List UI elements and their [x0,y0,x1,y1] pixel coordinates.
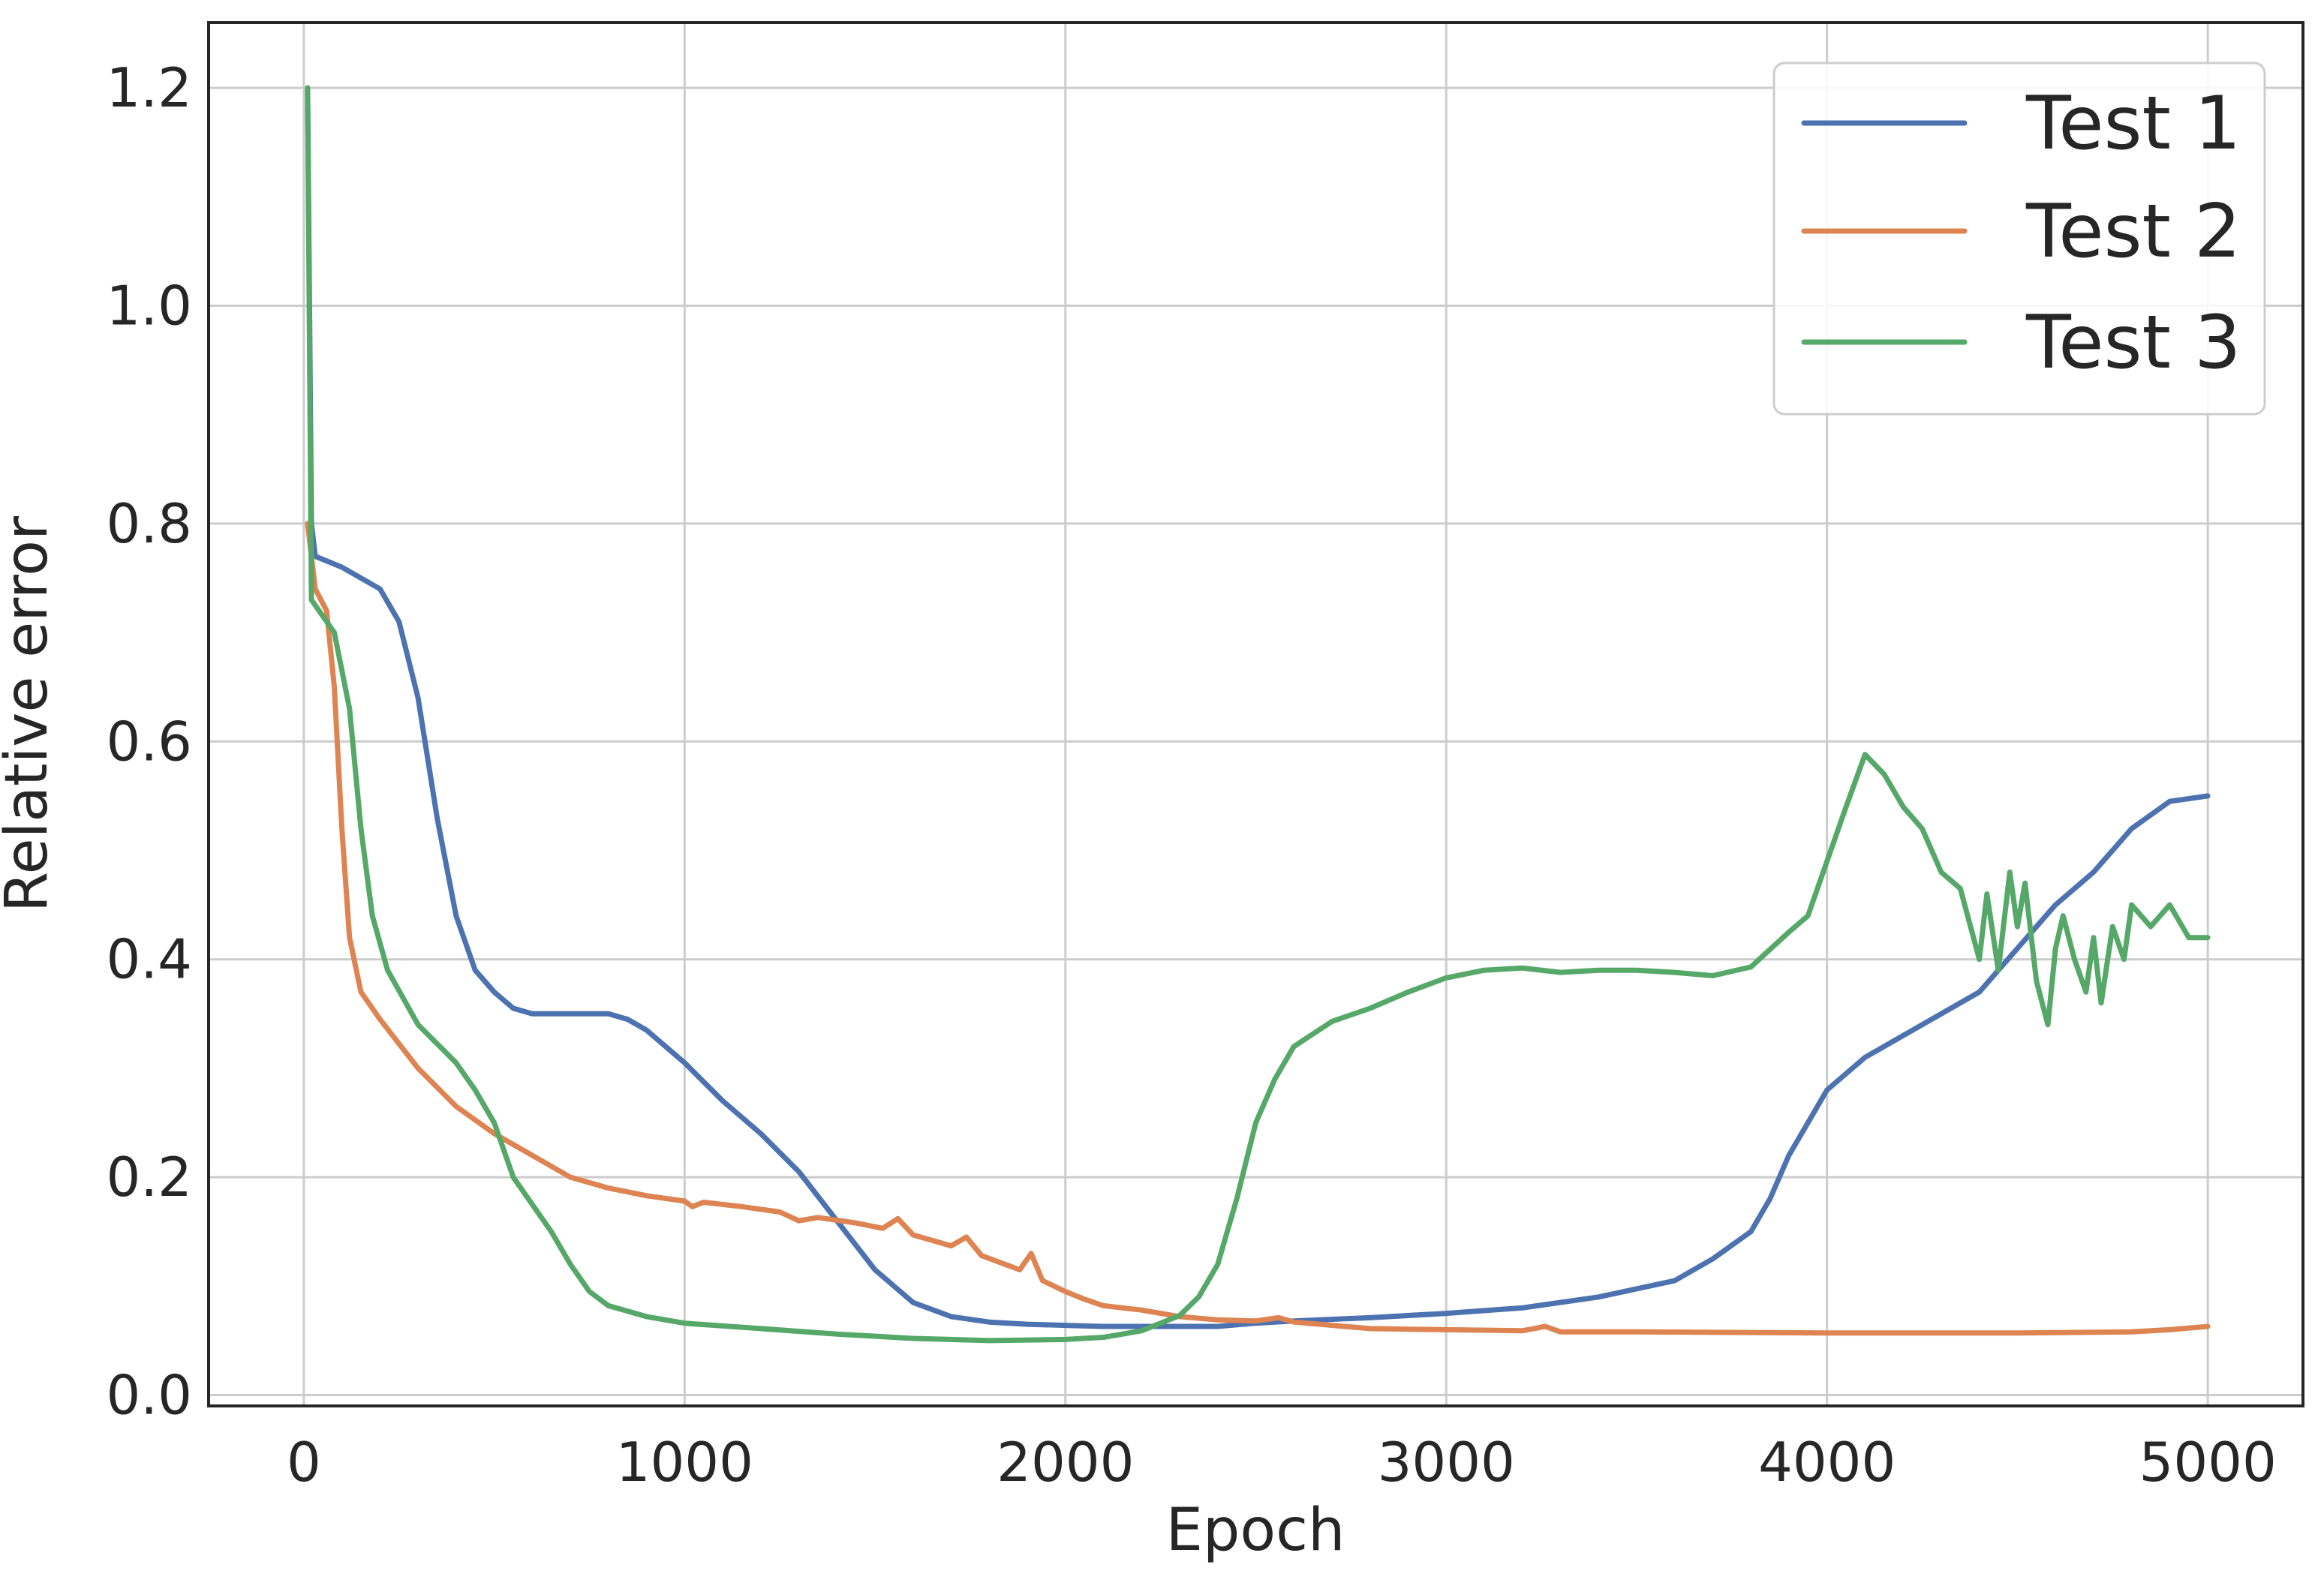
x-tick-label: 2000 [997,1431,1134,1494]
x-tick-label: 3000 [1378,1431,1515,1494]
x-axis-ticks: 0 1000 2000 3000 4000 5000 [287,1431,2277,1494]
series-lines [305,85,2211,1344]
series-line-test-3 [305,85,2211,1344]
y-tick-label: 0.2 [106,1146,192,1209]
y-tick-label: 1.2 [106,56,192,119]
x-axis-label: Epoch [1166,1497,1345,1564]
y-tick-label: 0.6 [106,710,192,773]
x-tick-label: 1000 [616,1431,753,1494]
x-tick-label: 0 [287,1431,321,1494]
legend-label-test-1: Test 1 [2025,81,2241,167]
legend-label-test-3: Test 3 [2025,300,2241,386]
plot-frame [207,21,2304,1407]
legend-label-test-2: Test 2 [2025,189,2241,275]
y-tick-label: 1.0 [106,275,192,338]
y-tick-label: 0.8 [106,492,192,555]
series-line-test-2 [305,521,2211,1336]
y-tick-label: 0.0 [106,1363,192,1426]
y-axis-ticks: 0.0 0.2 0.4 0.6 0.8 1.0 1.2 [106,56,192,1426]
gridlines [209,23,2303,1406]
x-tick-label: 5000 [2139,1431,2277,1494]
series-line-test-1 [305,85,2211,1329]
x-tick-label: 4000 [1758,1431,1896,1494]
y-tick-label: 0.4 [106,928,192,991]
legend: Test 1 Test 2 Test 3 [1772,62,2266,416]
legend-box [1772,62,2266,416]
y-axis-label: Relative error [0,515,61,912]
